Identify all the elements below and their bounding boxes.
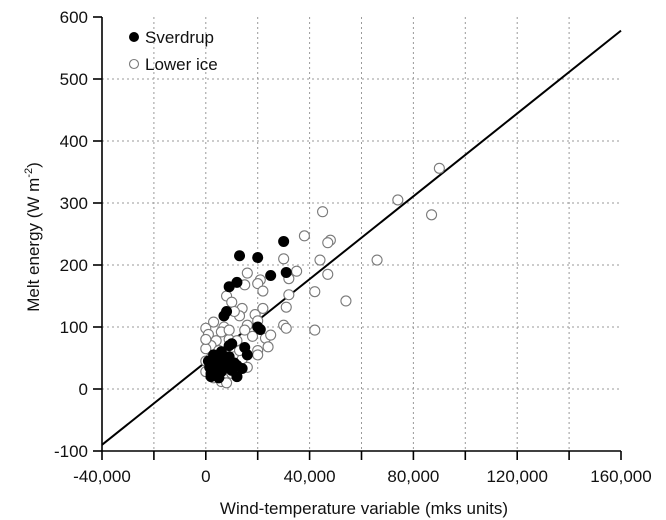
legend-marker-sverdrup xyxy=(129,32,139,42)
point-sverdrup xyxy=(215,346,227,358)
y-tick-label: 600 xyxy=(60,8,88,27)
point-lower-ice xyxy=(221,377,233,389)
grid-lines xyxy=(102,17,621,451)
regression-line-group xyxy=(101,29,622,446)
point-lower-ice xyxy=(280,301,292,313)
point-sverdrup xyxy=(236,363,248,375)
y-axis-title-close: ) xyxy=(24,162,43,168)
point-lower-ice xyxy=(239,324,251,336)
point-sverdrup xyxy=(223,351,235,363)
legend-label-lower-ice: Lower ice xyxy=(145,55,218,74)
x-tick-label: 160,000 xyxy=(590,467,651,486)
y-tick-label: 100 xyxy=(60,318,88,337)
point-lower-ice xyxy=(265,329,277,341)
point-lower-ice xyxy=(309,286,321,298)
point-lower-ice xyxy=(226,296,238,308)
y-tick-label: 0 xyxy=(79,380,88,399)
axes: -40,000 0 40,000 80,000 120,000 160,000 -100 0 1… xyxy=(54,8,652,486)
point-lower-ice xyxy=(291,265,303,277)
regression-line xyxy=(101,29,622,446)
point-lower-ice xyxy=(257,285,269,297)
y-tick-label: 300 xyxy=(60,194,88,213)
point-lower-ice xyxy=(314,254,326,266)
point-lower-ice xyxy=(283,289,295,301)
point-sverdrup xyxy=(213,372,225,384)
point-lower-ice xyxy=(392,194,404,206)
point-lower-ice xyxy=(278,253,290,265)
point-lower-ice xyxy=(322,268,334,280)
point-sverdrup xyxy=(218,310,230,322)
point-lower-ice xyxy=(371,254,383,266)
point-lower-ice xyxy=(252,278,264,290)
y-tick-label: 200 xyxy=(60,256,88,275)
x-tick-label: 80,000 xyxy=(387,467,439,486)
point-sverdrup xyxy=(265,270,277,282)
x-axis-title: Wind-temperature variable (mks units) xyxy=(220,499,508,518)
point-sverdrup xyxy=(241,349,253,361)
point-sverdrup xyxy=(204,361,216,373)
point-sverdrup xyxy=(231,276,243,288)
point-lower-ice xyxy=(257,302,269,314)
point-lower-ice xyxy=(426,209,438,221)
y-axis-title-superscript: -2 xyxy=(23,168,35,178)
point-lower-ice xyxy=(241,267,253,279)
point-sverdrup xyxy=(223,340,235,352)
point-sverdrup xyxy=(280,266,292,278)
point-lower-ice xyxy=(340,295,352,307)
y-tick-label: -100 xyxy=(54,442,88,461)
point-sverdrup xyxy=(278,235,290,247)
point-lower-ice xyxy=(298,230,310,242)
y-tick-label: 500 xyxy=(60,70,88,89)
data-points xyxy=(200,162,445,389)
point-lower-ice xyxy=(317,206,329,218)
point-lower-ice xyxy=(322,237,334,249)
point-sverdrup xyxy=(231,371,243,383)
point-lower-ice xyxy=(309,324,321,336)
x-tick-label: 40,000 xyxy=(284,467,336,486)
point-lower-ice xyxy=(208,316,220,328)
legend-marker-lower-ice xyxy=(128,58,140,70)
point-lower-ice xyxy=(280,322,292,334)
point-lower-ice xyxy=(246,330,259,342)
point-lower-ice xyxy=(223,324,235,336)
legend: Sverdrup Lower ice xyxy=(128,28,218,74)
x-tick-label: -40,000 xyxy=(73,467,131,486)
point-lower-ice xyxy=(200,333,212,345)
point-lower-ice xyxy=(262,341,274,353)
x-tick-label: 120,000 xyxy=(486,467,547,486)
point-sverdrup xyxy=(254,323,266,335)
y-tick-label: 400 xyxy=(60,132,88,151)
y-axis-title: Melt energy (W m-2) xyxy=(23,162,43,312)
point-lower-ice xyxy=(252,349,264,361)
y-axis-title-main: Melt energy (W m xyxy=(24,178,43,312)
point-sverdrup xyxy=(252,252,264,264)
legend-label-sverdrup: Sverdrup xyxy=(145,28,214,47)
point-lower-ice xyxy=(433,162,445,174)
point-sverdrup xyxy=(234,250,246,262)
x-tick-label: 0 xyxy=(201,467,210,486)
